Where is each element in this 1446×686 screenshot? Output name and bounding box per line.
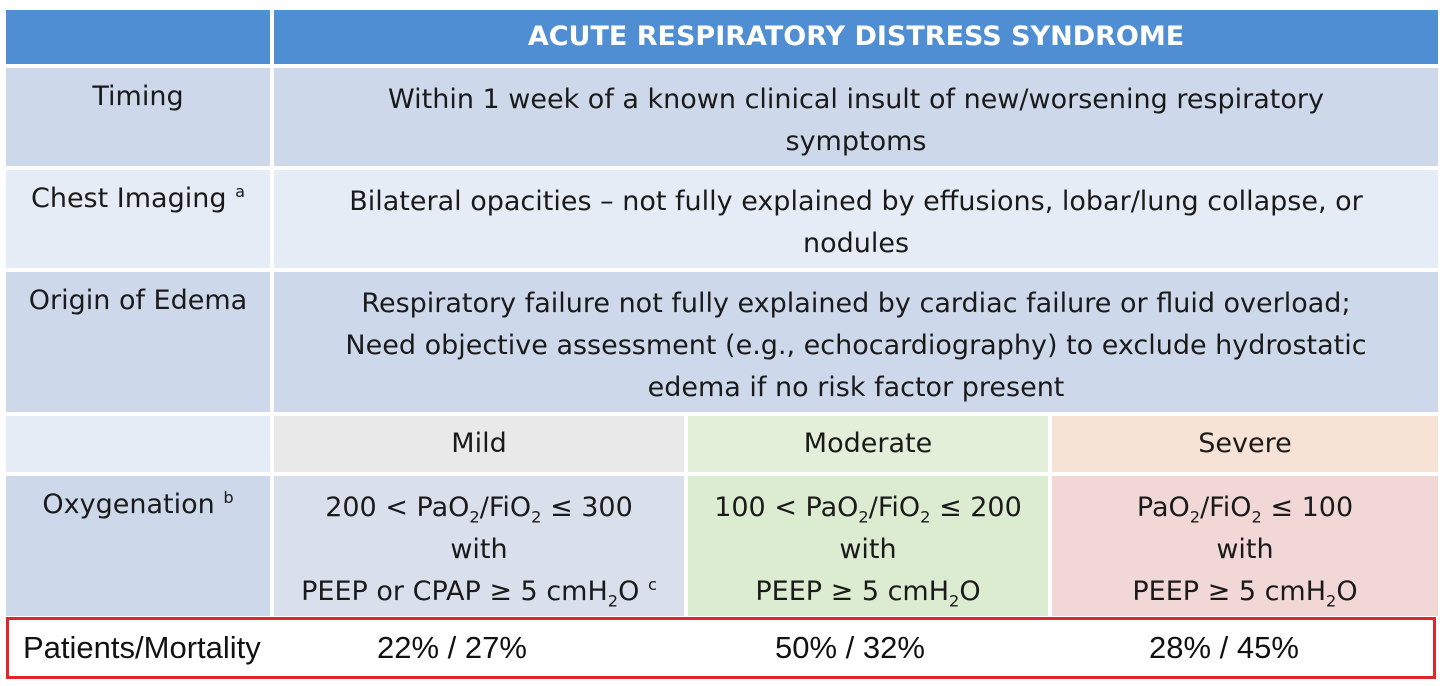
oxygenation-mild-peep: PEEP or CPAP ≥ 5 cmH2O c (301, 575, 657, 611)
severity-moderate: Moderate (803, 428, 933, 459)
oxygenation-moderate-peep: PEEP ≥ 5 cmH2O (755, 576, 981, 611)
table-title: ACUTE RESPIRATORY DISTRESS SYNDROME (274, 10, 1438, 64)
oxygenation-mild-footnote-marker: c (647, 575, 657, 594)
imaging-text-line2: nodules (802, 228, 910, 259)
timing-label-cell: Timing (6, 68, 270, 166)
oxygenation-moderate-ratio: 100 < PaO2/FiO2 ≤ 200 (714, 492, 1022, 527)
mortality-label: Patients/Mortality (23, 630, 261, 665)
imaging-footnote-marker: a (235, 182, 246, 201)
severity-moderate-cell: Moderate (688, 416, 1048, 472)
mortality-severe: 28% / 45% (1149, 630, 1299, 665)
timing-text-line2: symptoms (785, 126, 927, 157)
severity-mild: Mild (451, 428, 507, 459)
edema-label-cell: Origin of Edema (6, 272, 270, 412)
mortality-mild: 22% / 27% (377, 630, 527, 665)
oxygenation-mild-with: with (450, 534, 508, 565)
oxygenation-label-cell: Oxygenation b (6, 476, 270, 616)
edema-text-line3: edema if no risk factor present (647, 372, 1065, 403)
mortality-moderate: 50% / 32% (775, 630, 925, 665)
timing-text-cell: Within 1 week of a known clinical insult… (274, 68, 1438, 166)
oxygenation-severe-peep: PEEP ≥ 5 cmH2O (1132, 576, 1358, 611)
edema-text-line2: Need objective assessment (e.g., echocar… (345, 330, 1367, 361)
timing-text-line1: Within 1 week of a known clinical insult… (388, 84, 1324, 115)
severity-mild-cell: Mild (274, 416, 684, 472)
imaging-label-cell: Chest Imaging a (6, 170, 270, 268)
oxygenation-mild-ratio: 200 < PaO2/FiO2 ≤ 300 (325, 492, 633, 527)
severity-blank-cell (6, 416, 270, 472)
header-blank-cell (6, 10, 270, 64)
mortality-highlight-box: Patients/Mortality 22% / 27% 50% / 32% 2… (6, 617, 1436, 679)
timing-label: Timing (92, 81, 184, 112)
imaging-text-cell: Bilateral opacities – not fully explaine… (274, 170, 1438, 268)
edema-label: Origin of Edema (28, 285, 248, 316)
oxygenation-mild-cell: 200 < PaO2/FiO2 ≤ 300 with PEEP or CPAP … (274, 476, 684, 616)
oxygenation-footnote-marker: b (223, 488, 234, 507)
edema-text-cell: Respiratory failure not fully explained … (274, 272, 1438, 412)
imaging-label: Chest Imaging a (30, 182, 246, 214)
oxygenation-label: Oxygenation b (42, 488, 234, 520)
oxygenation-moderate-cell: 100 < PaO2/FiO2 ≤ 200 with PEEP ≥ 5 cmH2… (688, 476, 1048, 616)
oxygenation-severe-cell: PaO2/FiO2 ≤ 100 with PEEP ≥ 5 cmH2O (1052, 476, 1438, 616)
edema-text-line1: Respiratory failure not fully explained … (361, 288, 1351, 319)
severity-severe: Severe (1198, 428, 1292, 459)
oxygenation-severe-ratio: PaO2/FiO2 ≤ 100 (1136, 492, 1354, 527)
severity-severe-cell: Severe (1052, 416, 1438, 472)
oxygenation-moderate-with: with (839, 534, 897, 565)
imaging-text-line1: Bilateral opacities – not fully explaine… (349, 186, 1363, 217)
table-title-text: ACUTE RESPIRATORY DISTRESS SYNDROME (527, 21, 1185, 52)
oxygenation-severe-with: with (1216, 534, 1274, 565)
